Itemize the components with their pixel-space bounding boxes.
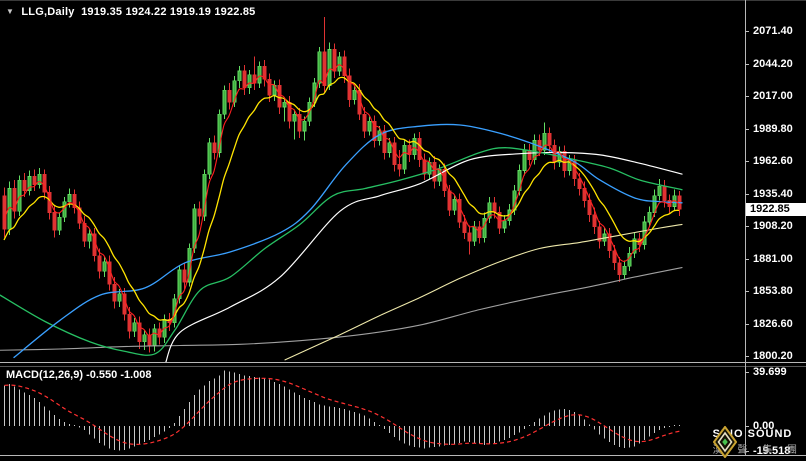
candlestick-chart[interactable]	[0, 0, 745, 362]
diamond-logo-icon	[712, 426, 737, 458]
collapse-triangle-icon[interactable]: ▼	[6, 7, 15, 16]
price-axis-line	[745, 0, 746, 455]
macd-current-values: -0.550 -1.008	[86, 369, 152, 381]
broker-logo: SINO SOUND 漢 聲 集 團	[712, 426, 803, 458]
panel-splitter-shadow	[0, 366, 806, 367]
panel-splitter-line[interactable]	[0, 362, 806, 363]
bottom-frame-line	[0, 455, 806, 456]
macd-indicator-chart[interactable]	[0, 368, 745, 455]
macd-name: MACD(12,26,9)	[6, 369, 84, 381]
price-axis[interactable]: 1922.85 2071.40 2044.20 2017.00 1989.80 1962…	[745, 0, 806, 461]
macd-indicator-label: MACD(12,26,9) -0.550 -1.008	[6, 369, 152, 381]
window-top-border	[0, 0, 806, 1]
logo-text-cn: 漢 聲 集 團	[712, 445, 803, 456]
chart-title: ▼ LLG,Daily 1919.35 1924.22 1919.19 1922…	[6, 6, 255, 18]
symbol-period-label: LLG,Daily	[21, 6, 75, 18]
current-price-badge: 1922.85	[746, 202, 806, 216]
ohlc-values: 1919.35 1924.22 1919.19 1922.85	[81, 6, 256, 18]
